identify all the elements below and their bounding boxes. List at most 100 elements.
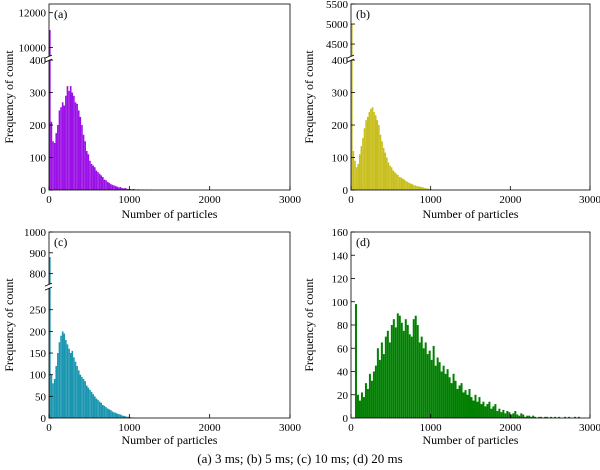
y-tick-label: 12000 [19,8,47,20]
x-axis-label: Number of particles [423,433,519,447]
y-tick-label: 140 [332,250,349,262]
bar [416,325,419,418]
y-tick-label: 50 [35,391,47,403]
y-tick-label: 400 [332,55,349,67]
bar [508,412,511,418]
bar [57,353,59,418]
bar [379,134,382,190]
bar [368,112,371,190]
bar [79,374,82,418]
y-tick-label: 60 [337,343,349,355]
bar [388,342,391,418]
y-tick-label: 300 [30,88,47,100]
bar [395,173,398,190]
bar [55,366,58,418]
bar [65,95,67,190]
y-tick-label: 0 [41,413,47,425]
bar [85,385,88,418]
bar [494,404,497,418]
panel-label: (d) [356,235,370,249]
x-tick-label: 1000 [420,194,443,206]
bar [550,416,553,418]
bar [366,388,369,418]
y-tick-label: 10000 [19,42,47,54]
x-tick-label: 0 [348,422,354,434]
bar [390,167,393,190]
bar [405,180,407,190]
bar [356,394,359,418]
y-tick-label: 800 [30,269,47,281]
bar [526,415,529,418]
bar [544,416,547,418]
y-tick-label: 200 [30,120,47,132]
bar [504,413,507,418]
bar [368,373,371,418]
bar [384,152,387,190]
bar [97,172,99,190]
bar [114,412,117,418]
bar [129,189,131,190]
x-tick-label: 1000 [118,194,141,206]
bar [370,108,372,190]
bar [506,411,509,418]
bar [111,411,114,418]
bar [81,125,83,190]
y-axis-label: Frequency of count [2,278,16,372]
bar [69,353,72,418]
bar [370,380,373,418]
bar [532,415,535,418]
bar [103,405,106,418]
y-tick-label: 1000 [24,227,47,239]
bar [520,413,523,418]
bar [462,392,465,418]
panel-d: 0 1000 2000 3000 0 20 40 60 80 100 120 140 160 (d) Num… [302,227,600,447]
y-tick-label: 100 [30,370,47,382]
bar [530,416,533,418]
bar [89,160,91,190]
axis-break-gap [43,56,55,61]
bar [49,256,51,285]
bar [100,175,103,190]
bar [397,175,399,190]
bar [426,354,429,418]
axis-break-gap [43,284,55,289]
bar [400,322,403,418]
bar [484,406,487,418]
bar [390,325,393,418]
bar [126,416,128,418]
bar [95,398,98,418]
bar [402,330,405,418]
bar [60,335,62,418]
bar [386,157,388,190]
bar [500,412,503,418]
bar [392,170,395,190]
bar [528,415,531,418]
bar [394,172,396,190]
bar [372,371,375,418]
y-tick-label: 100 [30,153,47,165]
bar [102,177,104,190]
bar [514,411,517,418]
y-tick-label: 250 [30,305,47,317]
bar [81,376,83,418]
bar [456,388,459,418]
bar [444,373,447,418]
y-tick-label: 0 [343,185,349,197]
bar [516,414,519,418]
bar [119,187,122,190]
bar [488,401,491,418]
bar [63,333,66,418]
bar [53,142,56,190]
axis-break-mark [346,54,355,59]
bar [434,365,437,418]
bar [84,381,86,418]
bar [578,416,581,418]
bar [425,188,428,190]
bar [358,154,361,190]
bar [564,416,567,418]
axis-break-mark [44,282,53,287]
bar [76,366,78,418]
bar [365,120,367,190]
bar [464,390,467,418]
